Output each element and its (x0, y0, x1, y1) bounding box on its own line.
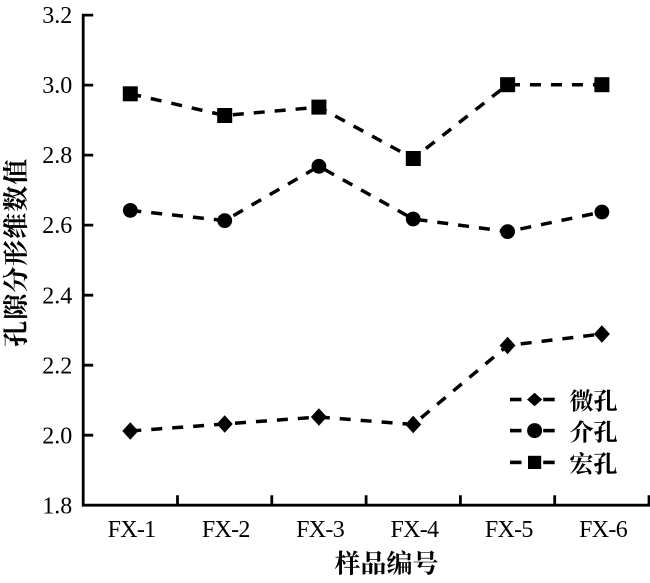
svg-text:1.8: 1.8 (42, 493, 72, 519)
svg-text:FX-1: FX-1 (108, 517, 156, 543)
svg-text:3.2: 3.2 (42, 3, 72, 29)
svg-text:FX-4: FX-4 (390, 517, 439, 543)
svg-text:FX-3: FX-3 (296, 517, 345, 543)
svg-text:2.0: 2.0 (42, 423, 72, 449)
svg-text:2.2: 2.2 (42, 353, 72, 379)
svg-text:3.0: 3.0 (42, 73, 72, 99)
svg-text:FX-2: FX-2 (202, 517, 250, 543)
svg-text:FX-6: FX-6 (579, 517, 628, 543)
svg-text:2.6: 2.6 (42, 213, 72, 239)
svg-text:2.8: 2.8 (42, 143, 72, 169)
svg-text:FX-5: FX-5 (485, 517, 534, 543)
svg-text:2.4: 2.4 (42, 283, 72, 309)
